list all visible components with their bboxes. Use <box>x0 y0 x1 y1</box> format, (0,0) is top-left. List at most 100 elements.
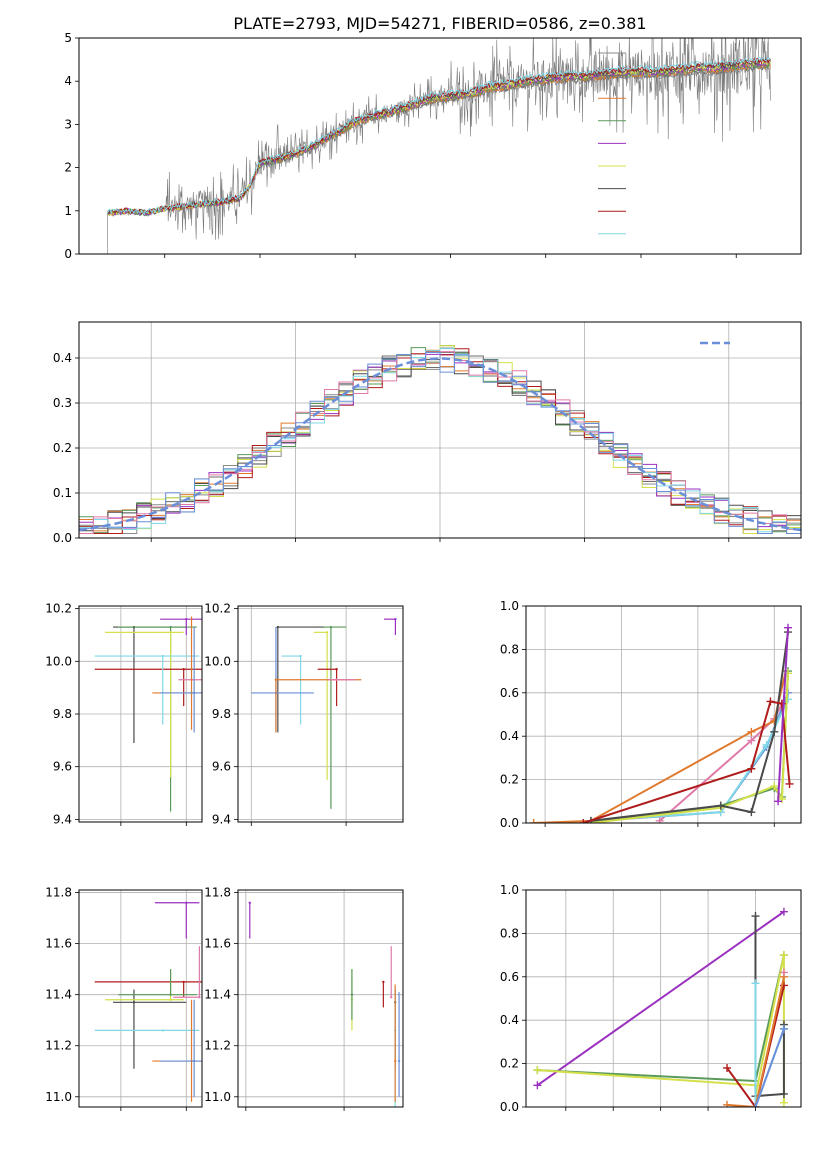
data-point <box>182 980 185 984</box>
model-line <box>107 64 771 217</box>
data-point <box>161 654 164 658</box>
spectrum-panel: 0 1 2 3 4 5 <box>64 31 802 261</box>
plus-marker <box>533 1081 542 1090</box>
figure-title: PLATE=2793, MJD=54271, FIBERID=0586, z=0… <box>233 14 646 33</box>
y-tick-label: 10.2 <box>45 602 72 616</box>
plus-marker <box>779 968 788 977</box>
y-tick-label: 11.2 <box>45 1039 72 1053</box>
y-tick-label: 9.4 <box>53 812 72 826</box>
y-tick-label: 0.1 <box>53 486 72 500</box>
y-tick-label: 9.6 <box>212 760 231 774</box>
model-line <box>107 58 771 215</box>
y-tick-label: 0.0 <box>53 531 72 545</box>
axes-frame <box>78 889 203 1108</box>
model-line <box>107 61 771 217</box>
model-line <box>107 59 771 216</box>
plus-marker <box>747 808 756 817</box>
age-vs-mass-panel: 9.4 9.6 9.8 10.0 10.2 <box>204 602 404 826</box>
residual-histogram-panel: 0.0 0.1 0.2 0.3 0.4 <box>53 321 802 545</box>
data-point <box>192 1059 196 1063</box>
plot-area <box>107 38 771 254</box>
series-line <box>754 1028 785 1107</box>
plot-area <box>94 901 202 1102</box>
data-point <box>276 625 280 629</box>
data-point <box>394 617 397 621</box>
model-line <box>107 64 771 217</box>
y-tick-label: 9.4 <box>212 812 231 826</box>
y-tick-label: 0.2 <box>500 773 519 787</box>
data-point <box>132 1001 136 1004</box>
y-tick-label: 11.2 <box>204 1039 231 1053</box>
mass-vs-z-panel: 11.0 11.2 11.4 11.6 11.8 <box>45 886 203 1111</box>
data-point <box>382 980 385 984</box>
data-point <box>350 993 354 996</box>
y-tick-label: 1.0 <box>500 883 519 897</box>
y-tick-label: 0.4 <box>500 729 519 743</box>
data-point <box>248 901 251 904</box>
plus-marker <box>747 764 756 773</box>
axes-frame <box>78 321 802 539</box>
y-tick-label: 10.0 <box>204 654 231 668</box>
y-tick-label: 1 <box>64 204 72 218</box>
data-point <box>325 631 329 634</box>
plus-marker <box>716 801 725 810</box>
plus-marker <box>770 727 779 736</box>
plus-marker <box>533 1066 542 1075</box>
series-line <box>536 910 785 1087</box>
plus-marker <box>766 697 775 706</box>
plus-marker <box>529 819 538 823</box>
plus-marker <box>779 951 788 960</box>
y-tick-label: 10.0 <box>45 654 72 668</box>
y-tick-label: 0.4 <box>53 351 72 365</box>
y-tick-label: 0 <box>64 247 72 261</box>
data-point <box>274 678 278 681</box>
series-line <box>726 976 785 1107</box>
y-tick-label: 9.6 <box>53 760 72 774</box>
data-point <box>329 625 333 629</box>
plus-marker <box>779 1089 788 1098</box>
plus-marker <box>779 1098 788 1107</box>
plot-area <box>248 901 401 1107</box>
plus-marker <box>579 819 588 823</box>
data-point <box>198 996 201 999</box>
plus-marker <box>784 623 793 632</box>
plus-marker <box>779 907 788 916</box>
data-point <box>335 678 338 681</box>
plot-area <box>251 617 397 809</box>
y-tick-label: 0.3 <box>53 396 72 410</box>
plus-marker <box>751 1103 760 1107</box>
y-tick-label: 0.0 <box>500 816 519 830</box>
y-tick-label: 0.2 <box>53 441 72 455</box>
data-point <box>169 625 172 629</box>
y-tick-label: 2 <box>64 161 72 175</box>
axes-frame <box>525 605 802 824</box>
y-tick-label: 0.2 <box>500 1057 519 1071</box>
data-point <box>169 993 172 996</box>
data-point <box>397 1059 401 1063</box>
y-tick-label: 11.8 <box>45 886 72 900</box>
series-line <box>590 698 789 822</box>
plus-marker <box>747 727 756 736</box>
y-tick-label: 3 <box>64 117 72 131</box>
y-tick-label: 0.8 <box>500 642 519 656</box>
model-line <box>107 57 771 215</box>
y-tick-label: 0.8 <box>500 926 519 940</box>
plus-marker <box>785 779 794 788</box>
histogram-step-line <box>79 351 801 534</box>
mass-vs-ebv-panel: 11.0 11.2 11.4 11.6 11.8 <box>204 886 404 1111</box>
plus-marker <box>655 816 664 823</box>
y-tick-label: 10.2 <box>204 602 231 616</box>
plus-marker <box>779 1024 788 1033</box>
model-line <box>107 61 771 216</box>
axes-frame <box>525 889 802 1108</box>
data-point <box>192 691 196 695</box>
y-tick-label: 11.0 <box>204 1090 231 1104</box>
plus-marker <box>770 782 779 791</box>
plus-marker <box>747 736 756 745</box>
data-point <box>335 668 338 671</box>
y-tick-label: 0.6 <box>500 970 519 984</box>
data-point <box>169 998 172 1001</box>
plot-area <box>94 616 202 812</box>
series-line <box>777 627 790 802</box>
